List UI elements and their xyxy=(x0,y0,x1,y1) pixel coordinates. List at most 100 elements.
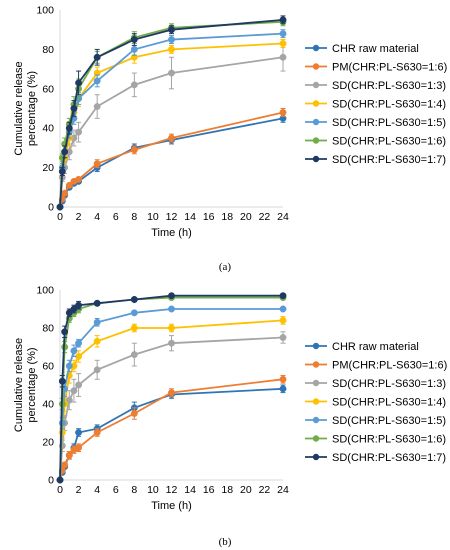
legend-label: SD(CHR:PL-S630=1:7) xyxy=(332,452,446,464)
x-tick-label: 18 xyxy=(221,484,233,496)
x-tick-label: 20 xyxy=(240,484,252,496)
legend-entry-5: SD(CHR:PL-S630=1:5) xyxy=(305,117,446,129)
data-point xyxy=(75,339,83,347)
data-point xyxy=(65,362,73,370)
x-tick-label: 10 xyxy=(147,484,159,496)
legend-label: SD(CHR:PL-S630=1:4) xyxy=(332,397,446,409)
legend-entry-7: SD(CHR:PL-S630=1:7) xyxy=(305,154,446,166)
data-point xyxy=(61,461,69,469)
data-point xyxy=(168,134,175,142)
x-tick-label: 22 xyxy=(259,211,271,223)
data-point xyxy=(61,189,69,197)
data-point xyxy=(130,410,138,417)
data-point xyxy=(93,429,101,436)
x-tick-label: 16 xyxy=(203,211,215,223)
x-tick-label: 6 xyxy=(113,211,119,223)
series-1 xyxy=(56,113,287,211)
data-point xyxy=(279,292,287,300)
legend-entry-6: SD(CHR:PL-S630=1:6) xyxy=(305,136,446,148)
data-point xyxy=(168,305,175,313)
y-tick-label: 80 xyxy=(42,323,54,335)
legend-marker xyxy=(312,155,320,163)
data-point xyxy=(93,318,101,326)
x-tick-label: 16 xyxy=(203,484,215,496)
y-tick-label: 0 xyxy=(48,475,54,487)
series-2 xyxy=(56,108,287,211)
x-tick-label: 14 xyxy=(184,484,196,496)
x-tick-label: 2 xyxy=(76,211,82,223)
y-axis-title-line: percentage (%) xyxy=(26,347,38,422)
legend-entry-7: SD(CHR:PL-S630=1:7) xyxy=(305,452,446,464)
data-point xyxy=(130,146,138,154)
y-axis-title: Cumulative releasepercentage (%) xyxy=(13,61,38,155)
data-point xyxy=(130,296,138,303)
series-line xyxy=(59,111,284,208)
x-tick-label: 0 xyxy=(57,211,63,223)
data-point xyxy=(279,108,287,116)
legend-label: SD(CHR:PL-S630=1:5) xyxy=(332,415,446,427)
legend-label: SD(CHR:PL-S630=1:6) xyxy=(332,136,446,148)
legend-entry-2: PM(CHR:PL-S630=1:6) xyxy=(305,62,447,74)
legend-marker xyxy=(312,361,320,368)
legend-entry-4: SD(CHR:PL-S630=1:4) xyxy=(305,397,446,409)
data-point xyxy=(279,40,287,47)
x-tick-label: 22 xyxy=(259,484,271,496)
data-point xyxy=(93,53,101,61)
legend-label: PM(CHR:PL-S630=1:6) xyxy=(332,62,447,74)
data-point xyxy=(65,309,73,317)
x-tick-label: 8 xyxy=(131,211,137,223)
y-tick-label: 60 xyxy=(42,361,54,373)
legend-marker xyxy=(312,118,320,126)
y-tick-label: 60 xyxy=(42,83,54,95)
legend-label: SD(CHR:PL-S630=1:3) xyxy=(332,378,446,390)
data-point xyxy=(130,309,138,317)
data-point xyxy=(65,124,73,132)
x-tick-label: 8 xyxy=(131,484,137,496)
y-tick-label: 40 xyxy=(42,399,54,411)
data-point xyxy=(279,30,287,38)
panel-label: (b) xyxy=(219,536,232,548)
legend-marker xyxy=(312,81,320,89)
data-point xyxy=(75,429,83,436)
data-point xyxy=(168,26,175,34)
y-axis-title-line: Cumulative release xyxy=(13,338,25,432)
data-point xyxy=(93,77,101,85)
y-tick-label: 20 xyxy=(42,162,54,174)
legend-entry-6: SD(CHR:PL-S630=1:6) xyxy=(305,434,446,446)
data-point xyxy=(130,36,138,43)
data-point xyxy=(168,389,175,397)
y-tick-label: 100 xyxy=(36,5,54,17)
y-tick-label: 20 xyxy=(42,437,54,449)
panel-label: (a) xyxy=(219,261,232,273)
x-tick-label: 4 xyxy=(94,484,100,496)
legend-entry-4: SD(CHR:PL-S630=1:4) xyxy=(305,99,446,111)
series-2 xyxy=(56,375,287,484)
data-point xyxy=(168,324,175,332)
y-tick-label: 40 xyxy=(42,123,54,135)
legend-marker xyxy=(312,137,320,144)
series-1 xyxy=(56,384,287,484)
series-line xyxy=(59,18,284,208)
y-axis-title-line: percentage (%) xyxy=(26,71,38,146)
x-tick-label: 6 xyxy=(113,484,119,496)
legend-marker xyxy=(312,416,320,424)
data-point xyxy=(93,366,101,374)
legend-entry-1: CHR raw material xyxy=(305,341,419,353)
legend-entry-5: SD(CHR:PL-S630=1:5) xyxy=(305,415,446,427)
x-tick-label: 14 xyxy=(184,211,196,223)
data-point xyxy=(70,105,78,112)
data-point xyxy=(279,305,287,313)
legend-label: SD(CHR:PL-S630=1:3) xyxy=(332,80,446,92)
legend-label: SD(CHR:PL-S630=1:7) xyxy=(332,154,446,166)
legend-marker xyxy=(312,398,320,405)
series-7 xyxy=(56,15,287,211)
x-tick-label: 24 xyxy=(277,211,289,223)
legend-marker xyxy=(312,44,320,52)
y-tick-label: 0 xyxy=(48,202,54,214)
data-point xyxy=(279,316,287,324)
legend-label: PM(CHR:PL-S630=1:6) xyxy=(332,360,447,372)
data-point xyxy=(93,337,101,345)
legend-label: SD(CHR:PL-S630=1:4) xyxy=(332,99,446,111)
